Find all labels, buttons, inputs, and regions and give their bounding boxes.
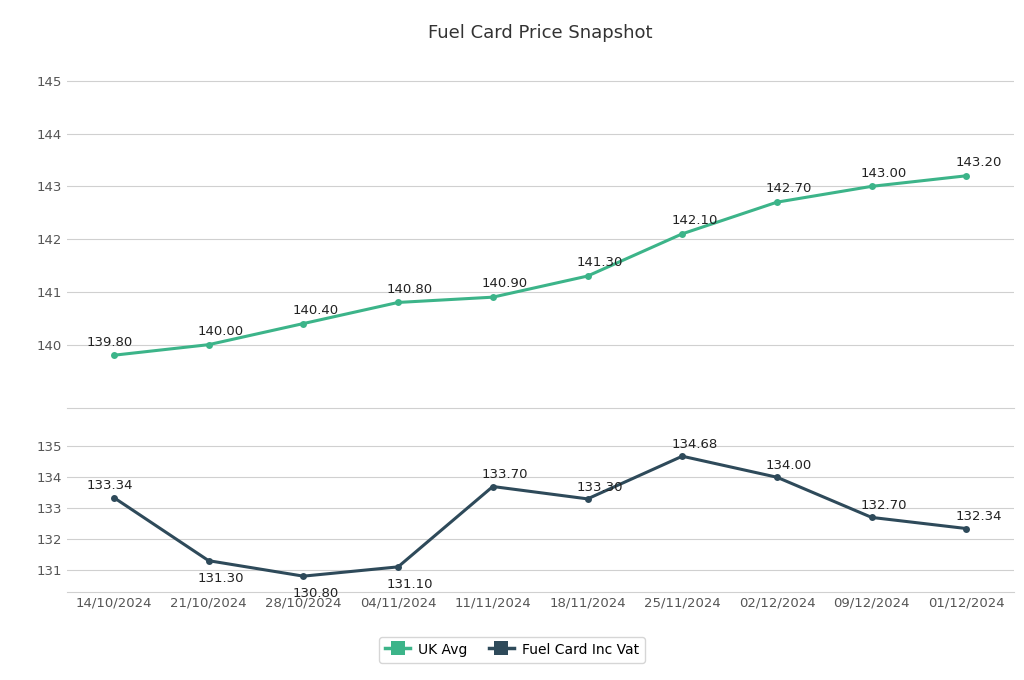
Text: 140.40: 140.40 bbox=[292, 304, 338, 317]
Text: 131.10: 131.10 bbox=[387, 578, 433, 591]
Legend: UK Avg, Fuel Card Inc Vat: UK Avg, Fuel Card Inc Vat bbox=[380, 637, 644, 663]
Text: 131.30: 131.30 bbox=[198, 571, 244, 585]
Text: 132.70: 132.70 bbox=[860, 499, 907, 512]
Text: 133.30: 133.30 bbox=[577, 481, 623, 494]
Text: 140.00: 140.00 bbox=[198, 325, 244, 338]
Text: 139.80: 139.80 bbox=[86, 335, 132, 349]
Text: 132.34: 132.34 bbox=[955, 510, 1001, 523]
Text: 142.70: 142.70 bbox=[766, 182, 812, 195]
Text: 134.68: 134.68 bbox=[671, 438, 718, 451]
Text: 130.80: 130.80 bbox=[292, 587, 339, 600]
Text: 141.30: 141.30 bbox=[577, 256, 623, 269]
Text: 143.20: 143.20 bbox=[955, 156, 1001, 169]
Text: 134.00: 134.00 bbox=[766, 459, 812, 472]
Text: 142.10: 142.10 bbox=[671, 214, 718, 227]
Text: 133.34: 133.34 bbox=[86, 479, 133, 492]
Text: 143.00: 143.00 bbox=[860, 167, 907, 180]
Text: 140.90: 140.90 bbox=[481, 277, 527, 290]
Title: Fuel Card Price Snapshot: Fuel Card Price Snapshot bbox=[428, 24, 652, 41]
Text: 133.70: 133.70 bbox=[481, 468, 528, 481]
Text: 140.80: 140.80 bbox=[387, 283, 433, 296]
